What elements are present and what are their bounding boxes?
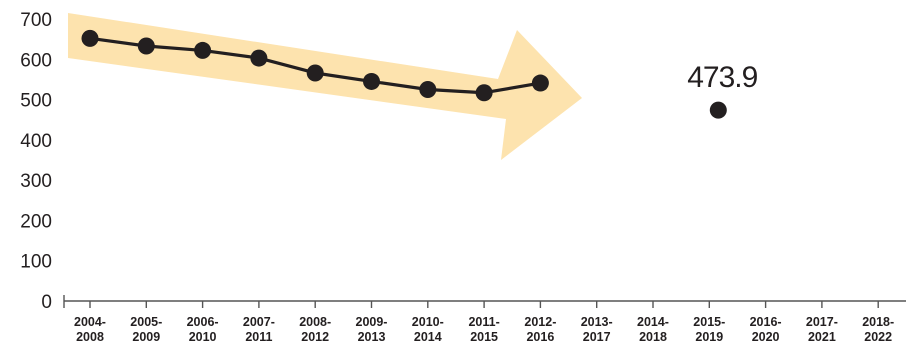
- x-tick-label: 2006-2010: [187, 315, 219, 344]
- x-tick-label: 2011-2015: [468, 315, 499, 344]
- data-point: [363, 72, 380, 90]
- data-point: [531, 74, 549, 92]
- x-tick-label-line: 2008-: [299, 315, 331, 329]
- y-tick-label: 400: [20, 131, 52, 152]
- x-tick-label-line: 2015-: [693, 315, 725, 329]
- x-tick-label-line: 2012-: [524, 315, 556, 329]
- x-tick-label-line: 2013: [358, 330, 386, 344]
- data-point: [475, 84, 493, 102]
- x-tick-label-line: 2017: [583, 330, 611, 344]
- trend-arrow: [68, 13, 582, 160]
- x-tick-label-line: 2009-: [356, 315, 388, 329]
- x-tick-label-line: 2018-: [862, 315, 894, 329]
- y-tick-label: 0: [41, 292, 52, 313]
- x-tick-label-line: 2018: [639, 330, 667, 344]
- x-tick-label-line: 2016-: [750, 315, 782, 329]
- y-tick-label: 500: [20, 91, 52, 112]
- data-point: [419, 81, 437, 98]
- x-tick-label: 2012-2016: [524, 315, 556, 344]
- x-tick-labels: 2004-2008 2005-2009 2006-2010 2007-2011 2008…: [74, 315, 894, 344]
- x-tick-label-line: 2016: [526, 330, 554, 344]
- x-tick-label: 2010-2014: [412, 315, 444, 344]
- x-tick-label: 2014-2018: [637, 315, 669, 344]
- y-axis: 0 100 200 300 400 500 600 700: [20, 10, 52, 313]
- data-points: [81, 29, 549, 102]
- x-tick-label-line: 2012: [301, 330, 329, 344]
- x-tick-label: 2018-2022: [862, 315, 894, 344]
- x-tick-label: 2004-2008: [74, 315, 106, 344]
- y-tick-label: 600: [20, 50, 52, 71]
- data-point: [194, 41, 212, 59]
- x-tick-label-line: 2005-: [130, 315, 162, 329]
- target-annotation: 473.9: [687, 61, 759, 119]
- x-tick-label-line: 2011-: [468, 315, 499, 329]
- data-point: [306, 64, 324, 82]
- data-point: [81, 29, 99, 47]
- y-tick-label: 100: [20, 252, 52, 273]
- x-tick-label: 2005-2009: [130, 315, 162, 344]
- x-tick-label-line: 2011: [245, 330, 272, 344]
- x-tick-label: 2017-2021: [806, 315, 838, 344]
- x-tick-label: 2015-2019: [693, 315, 725, 344]
- x-tick-label-line: 2014-: [637, 315, 669, 329]
- x-tick-label: 2007-2011: [243, 315, 275, 344]
- x-tick-label-line: 2007-: [243, 315, 275, 329]
- target-point: [709, 101, 727, 119]
- x-tick-label-line: 2022: [864, 330, 892, 344]
- x-tick-label: 2009-2013: [356, 315, 388, 344]
- x-tick-label-line: 2009: [132, 330, 160, 344]
- target-label: 473.9: [687, 61, 757, 94]
- x-axis: [63, 295, 906, 308]
- x-tick-label-line: 2019: [695, 330, 723, 344]
- x-tick-label-line: 2014: [414, 330, 442, 344]
- x-tick-label: 2008-2012: [299, 315, 331, 344]
- x-tick-label-line: 2017-: [806, 315, 838, 329]
- x-tick-label-line: 2010-: [412, 315, 444, 329]
- x-tick-label-line: 2006-: [187, 315, 219, 329]
- x-tick-label-line: 2021: [808, 330, 836, 344]
- x-tick-label-line: 2013-: [581, 315, 613, 329]
- y-tick-label: 200: [20, 211, 52, 232]
- x-tick-label-line: 2010: [189, 330, 217, 344]
- x-tick-label: 2016-2020: [750, 315, 782, 344]
- data-point: [250, 49, 268, 67]
- x-tick-label-line: 2020: [752, 330, 780, 344]
- data-point: [137, 37, 155, 55]
- x-tick-label-line: 2008: [76, 330, 104, 344]
- y-tick-label: 700: [20, 10, 52, 31]
- x-tick-label: 2013-2017: [581, 315, 613, 344]
- x-tick-label-line: 2004-: [74, 315, 106, 329]
- y-tick-label: 300: [20, 171, 52, 192]
- x-tick-label-line: 2015: [470, 330, 498, 344]
